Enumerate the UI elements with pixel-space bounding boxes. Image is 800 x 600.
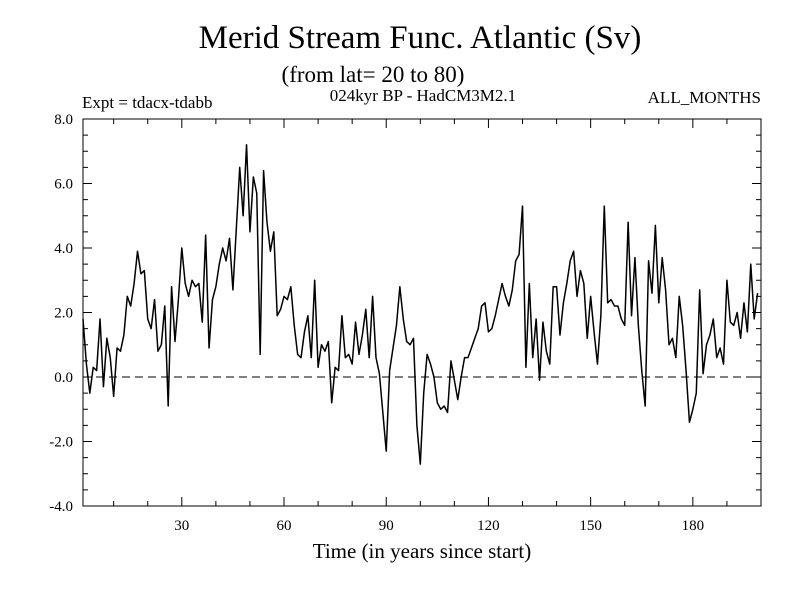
x-tick-label: 180 (682, 518, 705, 534)
y-tick-label: 0.0 (54, 370, 73, 386)
x-axis: 30 60 90 120 150 180 (113, 119, 762, 534)
x-axis-label: Time (in years since start) (313, 539, 532, 563)
y-tick-label: 4.0 (54, 241, 73, 257)
x-tick-label: 120 (477, 518, 500, 534)
y-tick-label: -4.0 (49, 499, 73, 515)
run-label: 024kyr BP - HadCM3M2.1 (330, 86, 516, 105)
chart-subtitle: (from lat= 20 to 80) (282, 62, 465, 87)
y-axis: 8.0 6.0 4.0 2.0 0.0 -2.0 -4.0 (49, 112, 761, 515)
x-tick-label: 150 (579, 518, 602, 534)
y-tick-label: 2.0 (54, 306, 73, 322)
y-tick-label: 6.0 (54, 177, 73, 193)
y-tick-label: -2.0 (49, 435, 73, 451)
x-tick-label: 90 (379, 518, 394, 534)
x-tick-label: 60 (277, 518, 292, 534)
months-label: ALL_MONTHS (648, 88, 761, 107)
chart-title: Merid Stream Func. Atlantic (Sv) (199, 20, 642, 56)
plot-frame (82, 118, 762, 507)
x-tick-label: 30 (174, 518, 189, 534)
series-line (82, 144, 759, 465)
y-tick-label: 8.0 (54, 112, 73, 128)
experiment-label: Expt = tdacx-tdabb (82, 93, 212, 112)
